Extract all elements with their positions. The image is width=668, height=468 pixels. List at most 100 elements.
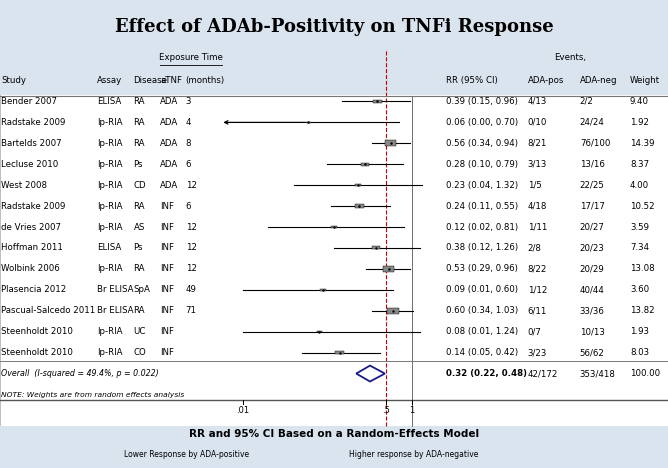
Text: 20/23: 20/23	[580, 243, 605, 252]
Text: Exposure Time: Exposure Time	[160, 53, 223, 62]
Text: 4/13: 4/13	[528, 97, 547, 106]
Text: 17/17: 17/17	[580, 202, 605, 211]
Text: Study: Study	[1, 76, 26, 85]
Text: 10.52: 10.52	[630, 202, 655, 211]
Text: RA: RA	[134, 202, 145, 211]
Bar	[0, 49, 668, 95]
Text: Events,: Events,	[554, 53, 587, 62]
Text: 12: 12	[186, 264, 196, 273]
Text: 353/418: 353/418	[580, 369, 616, 378]
Text: Ip-RIA: Ip-RIA	[97, 348, 122, 357]
Text: 7.34: 7.34	[630, 243, 649, 252]
Text: 24/24: 24/24	[580, 118, 605, 127]
Text: 6: 6	[186, 160, 191, 169]
Text: Disease: Disease	[134, 76, 168, 85]
Text: Higher response by ADA-negative: Higher response by ADA-negative	[349, 450, 479, 459]
Text: Steenholdt 2010: Steenholdt 2010	[1, 348, 73, 357]
Text: Ip-RIA: Ip-RIA	[97, 327, 122, 336]
Text: SpA: SpA	[134, 285, 150, 294]
Bar	[383, 266, 394, 271]
Text: Overall  (I-squared = 49.4%, p = 0.022): Overall (I-squared = 49.4%, p = 0.022)	[1, 369, 159, 378]
Text: 3.59: 3.59	[630, 223, 649, 232]
Text: Hoffman 2011: Hoffman 2011	[1, 243, 63, 252]
Text: 3: 3	[186, 97, 191, 106]
Text: Ip-RIA: Ip-RIA	[97, 139, 122, 148]
Text: 0.28 (0.10, 0.79): 0.28 (0.10, 0.79)	[446, 160, 518, 169]
Text: 4.00: 4.00	[630, 181, 649, 190]
Bar	[355, 184, 361, 186]
Text: Radstake 2009: Radstake 2009	[1, 202, 65, 211]
Text: 0.32 (0.22, 0.48): 0.32 (0.22, 0.48)	[446, 369, 527, 378]
Text: 13.82: 13.82	[630, 306, 655, 315]
Text: INF: INF	[160, 348, 174, 357]
Text: INF: INF	[160, 306, 174, 315]
Text: Weight: Weight	[630, 76, 660, 85]
Text: 0.08 (0.01, 1.24): 0.08 (0.01, 1.24)	[446, 327, 518, 336]
Text: 13.08: 13.08	[630, 264, 655, 273]
Text: ADA-neg: ADA-neg	[580, 76, 617, 85]
Bar	[317, 331, 321, 332]
Text: 100.00: 100.00	[630, 369, 660, 378]
Text: 0.14 (0.05, 0.42): 0.14 (0.05, 0.42)	[446, 348, 518, 357]
Text: de Vries 2007: de Vries 2007	[1, 223, 61, 232]
Text: 13/16: 13/16	[580, 160, 605, 169]
Text: 0/10: 0/10	[528, 118, 547, 127]
Text: 49: 49	[186, 285, 196, 294]
Text: 0.38 (0.12, 1.26): 0.38 (0.12, 1.26)	[446, 243, 518, 252]
Text: 3.60: 3.60	[630, 285, 649, 294]
Polygon shape	[356, 366, 385, 381]
Text: 0.39 (0.15, 0.96): 0.39 (0.15, 0.96)	[446, 97, 518, 106]
Text: 0/7: 0/7	[528, 327, 542, 336]
Text: Ps: Ps	[134, 243, 143, 252]
Text: 0.24 (0.11, 0.55): 0.24 (0.11, 0.55)	[446, 202, 518, 211]
Text: (months): (months)	[186, 76, 225, 85]
Text: ELISA: ELISA	[97, 97, 121, 106]
Text: Ip-RIA: Ip-RIA	[97, 202, 122, 211]
Text: 12: 12	[186, 223, 196, 232]
Text: 12: 12	[186, 243, 196, 252]
Text: 42/172: 42/172	[528, 369, 558, 378]
Text: 8.37: 8.37	[630, 160, 649, 169]
Text: 2/8: 2/8	[528, 243, 542, 252]
Bar	[361, 162, 369, 166]
Text: 12: 12	[186, 181, 196, 190]
Text: Pascual-Salcedo 2011: Pascual-Salcedo 2011	[1, 306, 96, 315]
Text: Assay: Assay	[97, 76, 122, 85]
Text: 2/2: 2/2	[580, 97, 594, 106]
Text: 20/27: 20/27	[580, 223, 605, 232]
Text: 1: 1	[409, 407, 415, 416]
Text: ADA-pos: ADA-pos	[528, 76, 564, 85]
Text: 14.39: 14.39	[630, 139, 655, 148]
Text: Effect of ADAb-Positivity on TNFi Response: Effect of ADAb-Positivity on TNFi Respon…	[115, 18, 553, 36]
Bar	[385, 140, 396, 146]
Text: 71: 71	[186, 306, 196, 315]
Text: Plasencia 2012: Plasencia 2012	[1, 285, 67, 294]
Text: ADA: ADA	[160, 118, 178, 127]
Text: CD: CD	[134, 181, 146, 190]
Text: 1/12: 1/12	[528, 285, 547, 294]
Text: 3/13: 3/13	[528, 160, 547, 169]
Text: 3/23: 3/23	[528, 348, 547, 357]
Bar	[372, 247, 380, 249]
Bar	[306, 122, 311, 123]
Text: RA: RA	[134, 139, 145, 148]
Text: 8: 8	[186, 139, 191, 148]
Text: 8.03: 8.03	[630, 348, 649, 357]
Text: 8/21: 8/21	[528, 139, 547, 148]
Text: Radstake 2009: Radstake 2009	[1, 118, 65, 127]
Text: ADA: ADA	[160, 139, 178, 148]
Text: Lower Response by ADA-positive: Lower Response by ADA-positive	[124, 450, 250, 459]
Text: .5: .5	[383, 407, 390, 416]
Text: Ip-RIA: Ip-RIA	[97, 181, 122, 190]
Text: Ip-RIA: Ip-RIA	[97, 118, 122, 127]
Text: 6: 6	[186, 202, 191, 211]
Text: 0.60 (0.34, 1.03): 0.60 (0.34, 1.03)	[446, 306, 518, 315]
Text: 1.93: 1.93	[630, 327, 649, 336]
Text: ADA: ADA	[160, 160, 178, 169]
Text: ADA: ADA	[160, 97, 178, 106]
Text: Bender 2007: Bender 2007	[1, 97, 57, 106]
Text: INF: INF	[160, 202, 174, 211]
Text: INF: INF	[160, 264, 174, 273]
Text: 0.06 (0.00, 0.70): 0.06 (0.00, 0.70)	[446, 118, 518, 127]
Text: Ip-RIA: Ip-RIA	[97, 264, 122, 273]
